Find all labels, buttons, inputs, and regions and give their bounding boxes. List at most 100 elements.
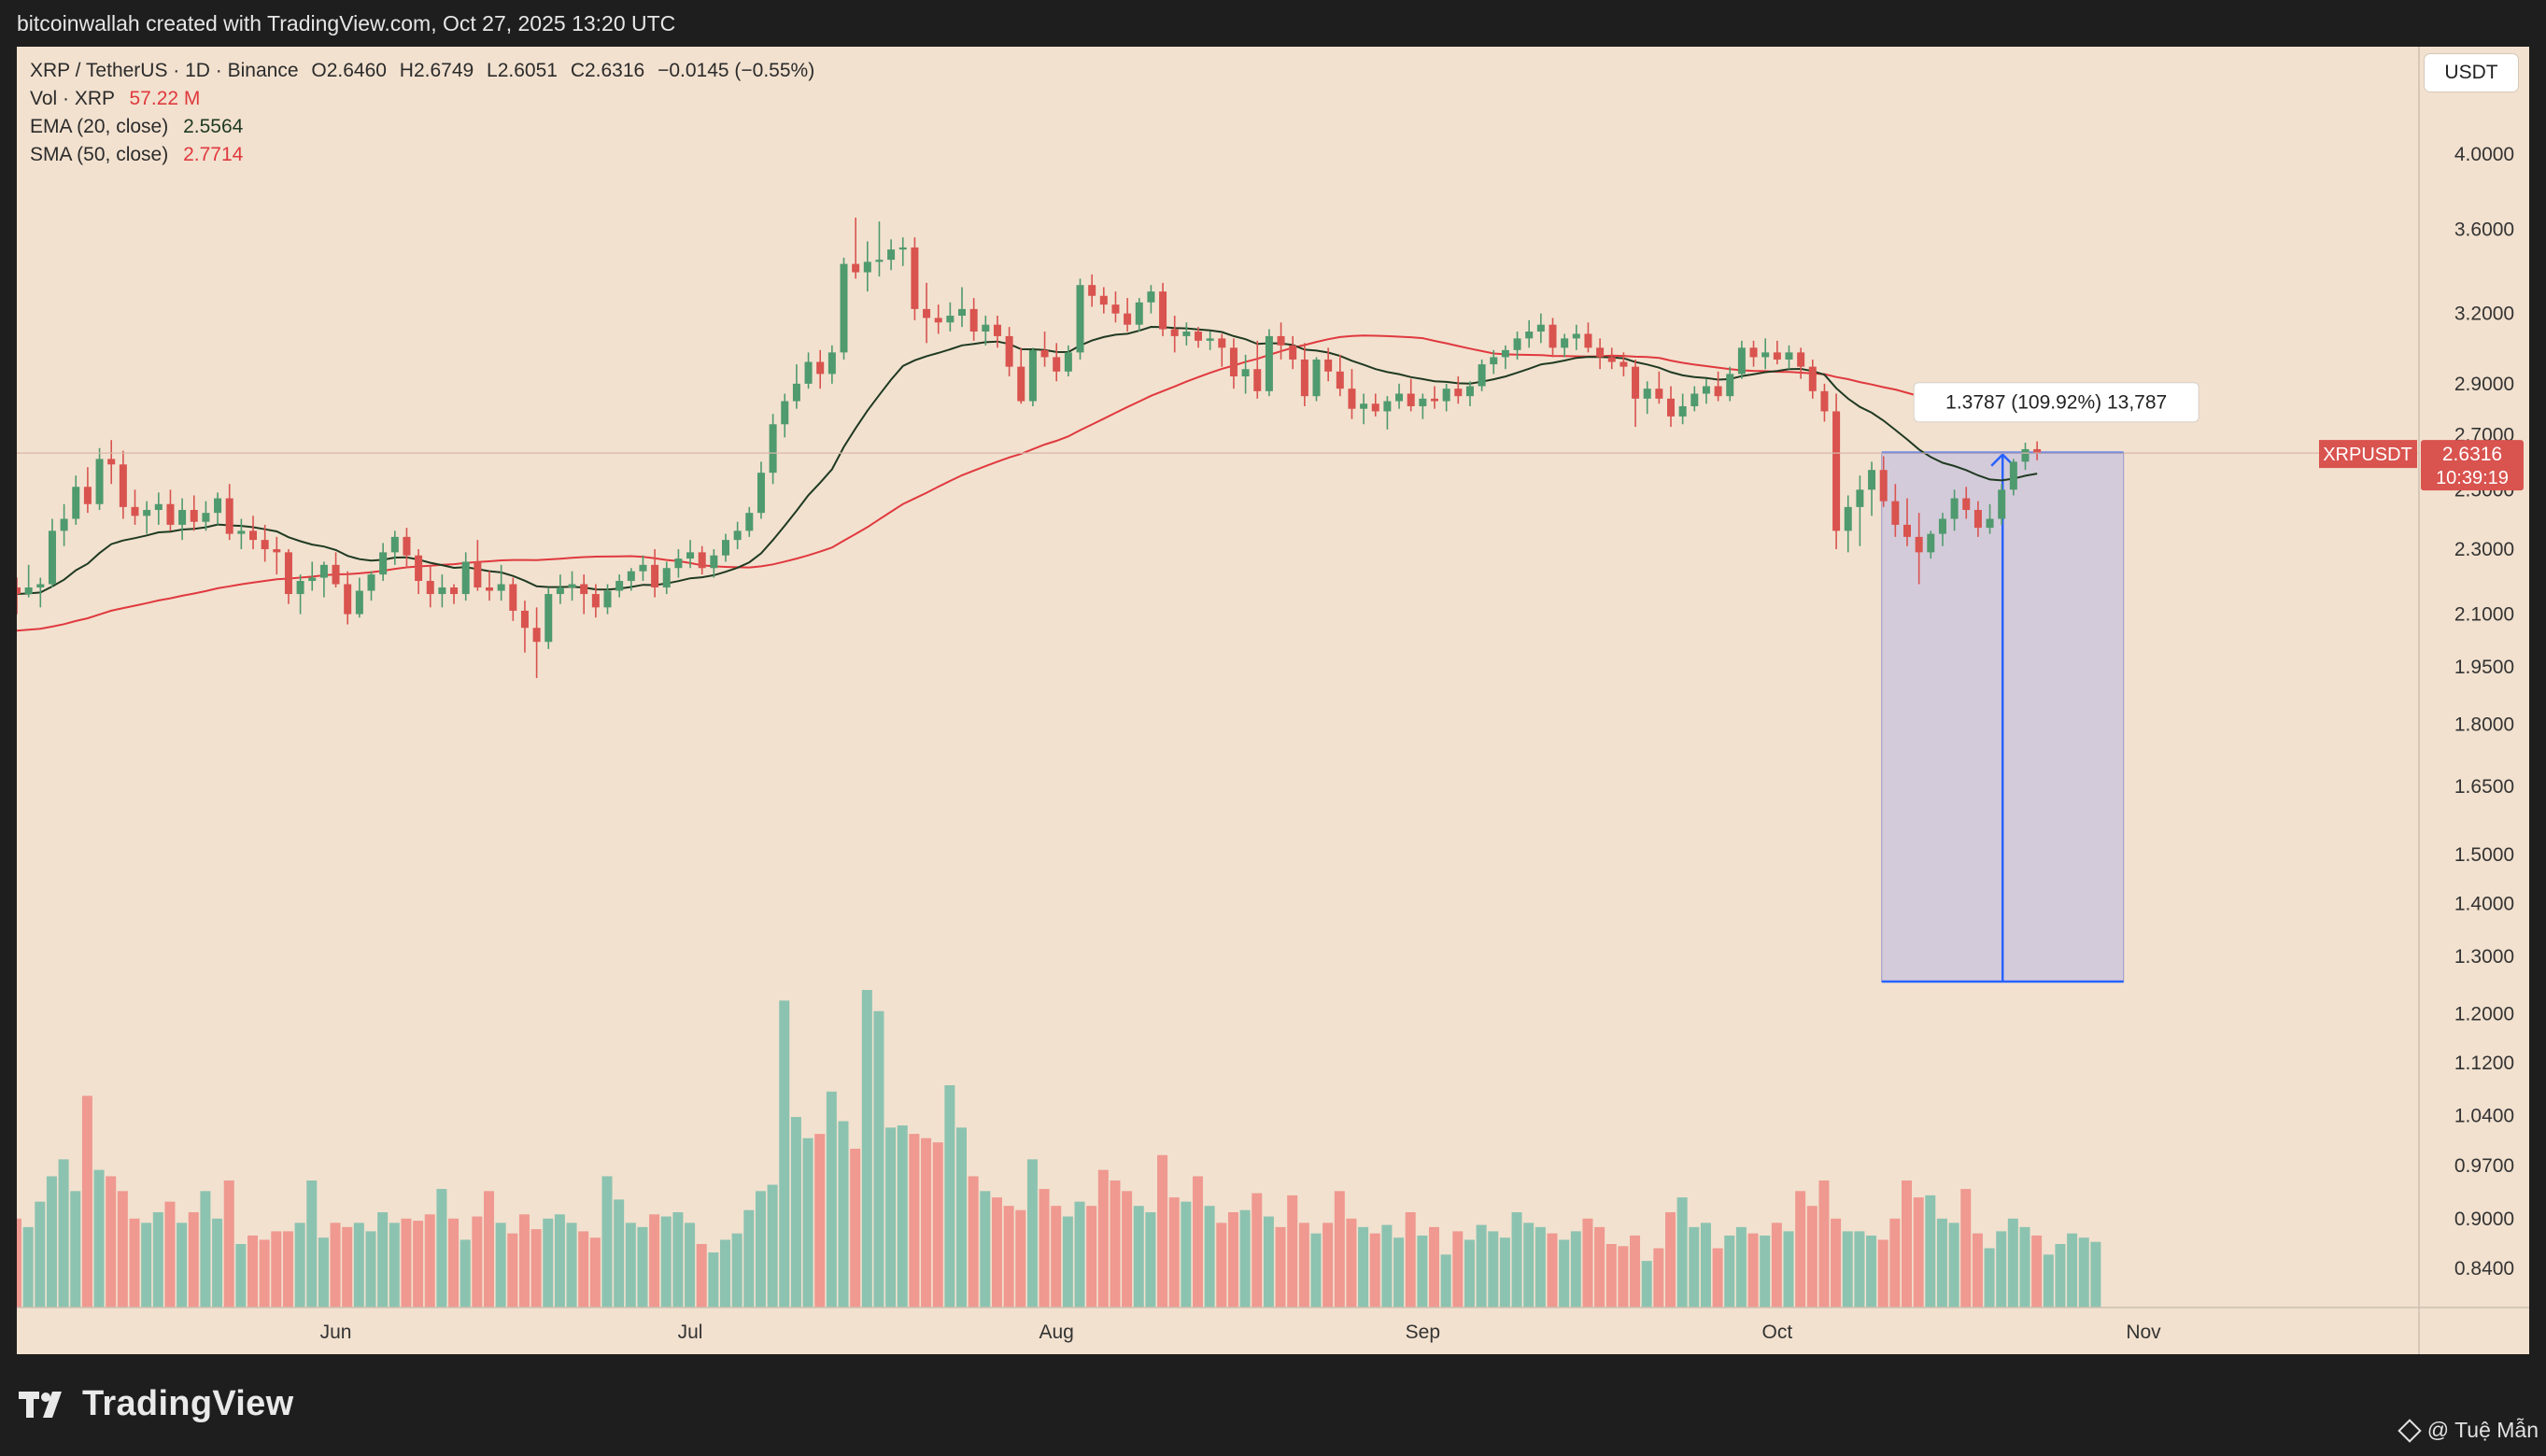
volume-bar xyxy=(1889,1218,1901,1308)
candle-body xyxy=(1277,335,1285,346)
candle-body xyxy=(1241,369,1250,377)
candle-body xyxy=(1879,470,1888,502)
volume-bar xyxy=(885,1127,897,1308)
candle-body xyxy=(1265,335,1273,391)
candle-body xyxy=(1714,386,1722,397)
candle-body xyxy=(792,383,800,402)
volume-bar xyxy=(46,1176,57,1308)
candle-body xyxy=(379,552,388,575)
currency-button[interactable]: USDT xyxy=(2425,54,2518,92)
volume-bar xyxy=(389,1223,400,1308)
price-chart[interactable]: 4.40004.00003.60003.20002.90002.70002.50… xyxy=(17,47,2529,1354)
volume-bar xyxy=(554,1214,565,1308)
candle-body xyxy=(261,540,269,550)
y-tick-label: 2.9000 xyxy=(2454,374,2514,395)
volume-bar xyxy=(212,1218,223,1308)
volume-bar xyxy=(1747,1233,1759,1308)
volume-bar xyxy=(1547,1233,1558,1308)
measure-label-text: 1.3787 (109.92%) 13,787 xyxy=(1945,392,2167,414)
candle-body xyxy=(415,555,423,582)
candle-body xyxy=(1099,295,1108,305)
symbol-tag-text: XRPUSDT xyxy=(2323,445,2412,465)
candle-body xyxy=(982,324,990,332)
legend-volume-row: Vol · XRP 57.22 M xyxy=(30,88,200,110)
volume-bar xyxy=(2043,1254,2054,1308)
candle-body xyxy=(568,584,576,588)
candle-body xyxy=(237,530,246,534)
y-tick-label: 0.8400 xyxy=(2454,1258,2514,1279)
volume-bar xyxy=(1641,1261,1652,1308)
volume-bar xyxy=(660,1216,672,1308)
legend-volume-value: 57.22 M xyxy=(129,88,201,109)
candle-body xyxy=(202,513,210,522)
diamond-icon xyxy=(2397,1418,2422,1443)
volume-bar xyxy=(1831,1218,1842,1308)
volume-bar xyxy=(1003,1206,1014,1308)
volume-bar xyxy=(1358,1226,1369,1308)
volume-bar xyxy=(1097,1169,1109,1308)
candle-body xyxy=(1348,389,1356,409)
candle-body xyxy=(273,549,281,553)
volume-bar xyxy=(861,990,872,1308)
candle-body xyxy=(497,584,505,591)
candle-body xyxy=(249,530,257,541)
volume-bar xyxy=(282,1231,293,1308)
volume-bar xyxy=(141,1223,152,1308)
volume-bar xyxy=(1913,1197,1924,1308)
volume-bar xyxy=(1204,1206,1215,1308)
volume-bar xyxy=(956,1127,967,1308)
volume-bar xyxy=(1216,1223,1227,1308)
candle-body xyxy=(1431,398,1438,402)
candle-body xyxy=(308,577,317,582)
candle-body xyxy=(875,260,884,262)
candle-body xyxy=(1159,291,1167,330)
candle-body xyxy=(166,503,175,525)
legend-low: L2.6051 xyxy=(487,60,558,81)
candle-body xyxy=(1253,369,1262,391)
candle-body xyxy=(1383,401,1392,412)
volume-bar xyxy=(814,1134,826,1308)
candle-body xyxy=(1773,352,1781,360)
candle-body xyxy=(1986,518,1994,529)
volume-bar xyxy=(1086,1206,1097,1308)
volume-bar xyxy=(1618,1246,1629,1308)
volume-bar xyxy=(152,1212,163,1308)
volume-bar xyxy=(1712,1248,1723,1308)
volume-bar xyxy=(448,1218,460,1308)
candle-body xyxy=(1690,393,1699,406)
candle-body xyxy=(1028,349,1037,402)
volume-bar xyxy=(779,1000,790,1308)
candle-body xyxy=(863,262,871,273)
volume-bar xyxy=(1440,1254,1451,1308)
candle-body xyxy=(627,571,635,582)
volume-bar xyxy=(1771,1223,1782,1308)
volume-bar xyxy=(743,1209,755,1308)
x-tick-label: Aug xyxy=(1040,1322,1074,1343)
candle-body xyxy=(214,498,222,514)
candle-body xyxy=(545,594,553,643)
y-tick-label: 1.0400 xyxy=(2454,1106,2514,1127)
volume-bar xyxy=(507,1233,518,1308)
candle-body xyxy=(1360,403,1368,409)
chart-frame[interactable]: 4.40004.00003.60003.20002.90002.70002.50… xyxy=(17,47,2529,1354)
volume-bar xyxy=(767,1184,778,1308)
tradingview-logo: TradingView xyxy=(19,1384,293,1424)
legend-change: −0.0145 (−0.55%) xyxy=(658,60,815,81)
volume-bar xyxy=(1488,1231,1499,1308)
candle-body xyxy=(1667,398,1675,417)
volume-bar xyxy=(401,1218,412,1308)
volume-bar xyxy=(1676,1197,1688,1308)
candle-body xyxy=(450,587,459,595)
volume-bar xyxy=(1854,1231,1865,1308)
volume-bar xyxy=(826,1091,837,1308)
measure-label-box xyxy=(1913,382,2199,423)
volume-bar xyxy=(2078,1237,2089,1308)
volume-bar xyxy=(1877,1239,1888,1308)
candle-body xyxy=(1643,389,1651,399)
candle-body xyxy=(1973,510,1982,529)
volume-bar xyxy=(318,1237,329,1308)
candle-body xyxy=(2009,461,2017,490)
tradingview-logo-text: TradingView xyxy=(82,1384,294,1423)
candle-body xyxy=(1572,333,1580,339)
volume-bar xyxy=(1665,1212,1676,1308)
